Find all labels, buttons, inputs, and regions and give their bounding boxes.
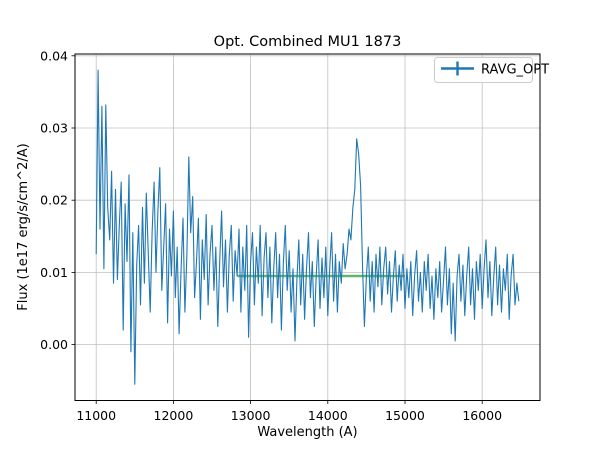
x-tick-labels: 11000 12000 13000 14000 15000 16000 — [76, 408, 502, 423]
axis-ticks — [71, 55, 483, 404]
y-tick-labels: 0.00 0.01 0.02 0.03 0.04 — [40, 48, 68, 352]
legend: RAVG_OPT — [434, 57, 549, 83]
y-tick-label: 0.03 — [40, 121, 68, 136]
y-tick-label: 0.00 — [40, 337, 68, 352]
y-tick-label: 0.02 — [40, 193, 68, 208]
x-tick-label: 14000 — [308, 408, 348, 423]
grid-lines — [75, 54, 540, 401]
x-axis-label: Wavelength (A) — [257, 425, 357, 440]
x-tick-label: 15000 — [385, 408, 425, 423]
x-tick-label: 16000 — [462, 408, 502, 423]
x-tick-label: 12000 — [154, 408, 194, 423]
axes-border — [74, 53, 541, 401]
y-tick-label: 0.04 — [40, 48, 68, 63]
legend-errorbar-icon — [441, 61, 474, 76]
spectrum-line — [95, 69, 520, 385]
x-tick-label: 13000 — [231, 408, 271, 423]
legend-box — [434, 57, 533, 83]
x-tick-label: 11000 — [76, 408, 116, 423]
y-tick-label: 0.01 — [40, 265, 68, 280]
legend-label: RAVG_OPT — [481, 63, 549, 78]
y-axis-label: Flux (1e17 erg/s/cm^2/A) — [16, 143, 31, 310]
plot-title: Opt. Combined MU1 1873 — [214, 34, 402, 50]
